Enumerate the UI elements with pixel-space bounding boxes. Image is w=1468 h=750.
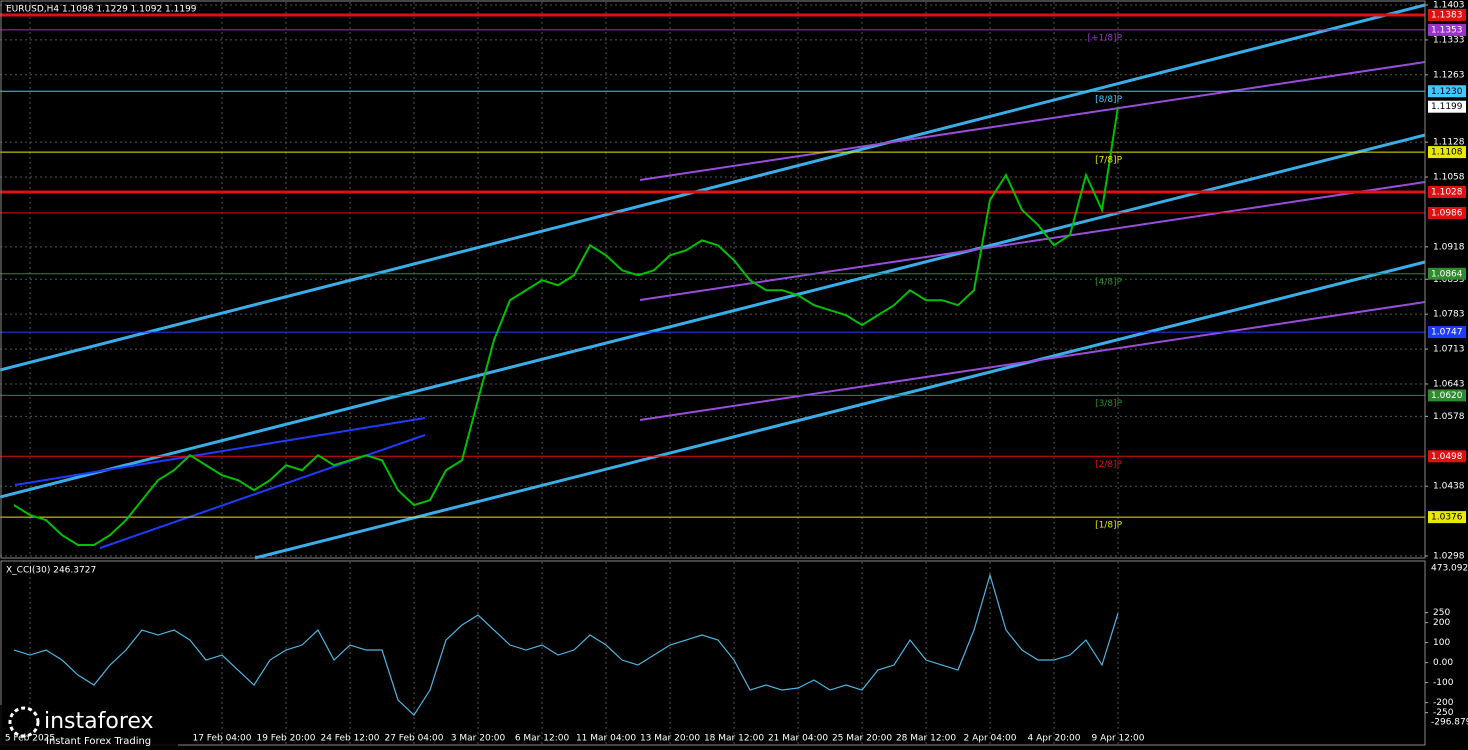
level-label: 1.0747 — [1431, 328, 1463, 338]
logo-icon — [8, 706, 40, 738]
level-box — [1428, 85, 1466, 98]
y-limit-label: -296.8792 — [1431, 718, 1468, 728]
y-tick-label: 1.1333 — [1433, 35, 1465, 45]
level-box — [1428, 23, 1466, 36]
murrey-label: [3/8]P — [1095, 399, 1123, 409]
y-tick-label: -100 — [1433, 678, 1454, 688]
channel-line — [0, 133, 1426, 499]
x-tick-label: 3 Mar 20:00 — [451, 734, 506, 744]
cci-frame — [0, 560, 1426, 746]
trend-line — [14, 417, 426, 486]
logo-name: instaforex — [44, 709, 154, 734]
y-limit-label: 473.0924 — [1431, 564, 1468, 574]
x-tick-label: 5 Feb 2025 — [5, 734, 55, 744]
grid — [0, 2, 1425, 744]
x-tick-label: 13 Mar 20:00 — [640, 734, 700, 744]
level-box — [1428, 450, 1466, 463]
x-tick-label: 11 Mar 04:00 — [576, 734, 636, 744]
y-tick-label: 100 — [1433, 638, 1450, 648]
murrey-label: [+1/8]P — [1088, 33, 1123, 43]
x-tick-label: 28 Mar 12:00 — [896, 734, 956, 744]
level-label: 1.1230 — [1431, 87, 1463, 97]
y-tick-label: 0.00 — [1433, 658, 1453, 668]
x-tick-label: 18 Mar 12:00 — [704, 734, 764, 744]
murrey-label: [4/8]P — [1095, 277, 1123, 287]
series-line — [13, 572, 1119, 716]
level-box — [1428, 389, 1466, 402]
logo-bg — [0, 705, 178, 750]
level-box — [1428, 206, 1466, 219]
trend-line — [639, 181, 1426, 301]
last-price-box — [1428, 100, 1466, 113]
trend-line — [639, 301, 1426, 421]
y-tick-label: -250 — [1433, 708, 1454, 718]
level-box — [1428, 8, 1466, 21]
last-price-label: 1.1199 — [1431, 102, 1463, 112]
trend-line — [99, 434, 426, 549]
level-label: 1.0376 — [1431, 513, 1463, 523]
cci-title: X_CCI(30) 246.3727 — [6, 566, 96, 576]
y-tick-label: 1.0438 — [1433, 482, 1465, 492]
level-label: 1.1383 — [1431, 10, 1463, 20]
y-tick-label: 200 — [1433, 618, 1450, 628]
x-tick-label: 4 Apr 20:00 — [1028, 734, 1081, 744]
x-tick-label: 6 Mar 12:00 — [515, 734, 570, 744]
x-tick-label: 19 Feb 20:00 — [256, 734, 315, 744]
y-tick-label: 1.0578 — [1433, 412, 1465, 422]
y-tick-label: 1.0783 — [1433, 310, 1465, 320]
y-tick-label: 250 — [1433, 608, 1450, 618]
plot — [0, 13, 1425, 716]
y-tick-label: 1.1263 — [1433, 70, 1465, 80]
level-label: 1.0498 — [1431, 452, 1463, 462]
level-label: 1.0864 — [1431, 269, 1463, 279]
chart-title: EURUSD,H4 1.1098 1.1229 1.1092 1.1199 — [6, 5, 197, 15]
level-box — [1428, 267, 1466, 280]
murrey-label: [7/8]P — [1095, 156, 1123, 166]
x-tick-label: 27 Feb 04:00 — [384, 734, 443, 744]
channels — [0, 3, 1426, 560]
y-tick-label: 1.0298 — [1433, 552, 1465, 562]
x-tick-label: 25 Mar 20:00 — [832, 734, 892, 744]
x-tick-label: 9 Apr 12:00 — [1092, 734, 1145, 744]
y-tick-label: -200 — [1433, 698, 1454, 708]
x-tick-label: 21 Mar 04:00 — [768, 734, 828, 744]
murrey-label: [1/8]P — [1095, 521, 1123, 531]
level-box — [1428, 326, 1466, 339]
y-tick-label: 1.1403 — [1433, 1, 1465, 11]
level-label: 1.1108 — [1431, 148, 1463, 158]
x-tick-label: 2 Apr 04:00 — [964, 734, 1017, 744]
y-tick-label: 1.0713 — [1433, 345, 1465, 355]
murrey-label: [8/8]P — [1095, 95, 1123, 105]
level-box — [1428, 185, 1466, 198]
logo: instaforex Instant Forex Trading — [0, 705, 178, 750]
level-label: 1.1028 — [1431, 187, 1463, 197]
level-box — [1428, 146, 1466, 159]
x-tick-label: 17 Feb 04:00 — [192, 734, 251, 744]
channel-line — [254, 260, 1426, 560]
y-tick-label: 1.1128 — [1433, 138, 1465, 148]
y-tick-label: 1.1058 — [1433, 173, 1465, 183]
x-tick-label: 24 Feb 12:00 — [320, 734, 379, 744]
level-label: 1.0620 — [1431, 391, 1463, 401]
logo-tagline: Instant Forex Trading — [46, 736, 151, 747]
murrey-label: [2/8]P — [1095, 460, 1123, 470]
level-box — [1428, 511, 1466, 524]
series-line — [13, 106, 1119, 547]
channel-line — [0, 3, 1426, 372]
level-label: 1.1353 — [1431, 25, 1463, 35]
level-label: 1.0986 — [1431, 208, 1463, 218]
trend-line — [639, 61, 1426, 181]
y-tick-label: 1.0918 — [1433, 242, 1465, 252]
y-tick-label: 1.0643 — [1433, 379, 1465, 389]
